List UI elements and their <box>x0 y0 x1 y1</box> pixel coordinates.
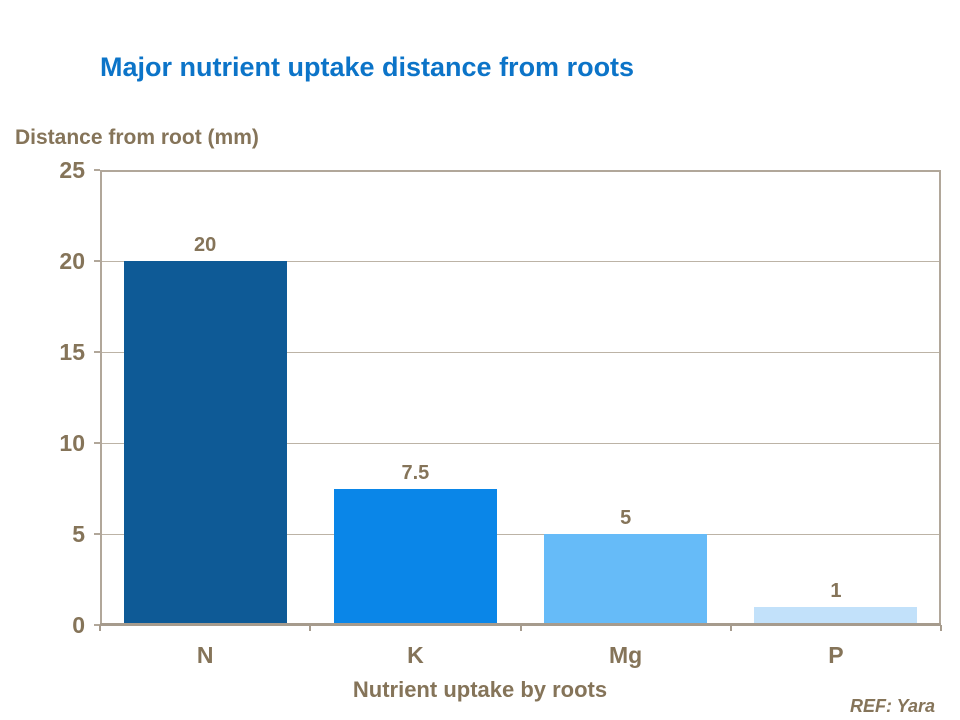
y-axis-title: Distance from root (mm) <box>15 126 259 149</box>
x-category-label: K <box>407 642 424 668</box>
x-category-label: Mg <box>609 642 643 668</box>
y-tick-label: 10 <box>59 430 85 456</box>
gridline <box>100 261 941 262</box>
y-tick-label: 20 <box>59 248 85 274</box>
x-axis-tick <box>519 625 522 631</box>
y-axis-tick <box>94 533 100 535</box>
plot-area: 20 7.5 5 1 <box>100 170 941 626</box>
bar-K <box>333 488 497 625</box>
gridline <box>100 443 941 444</box>
bar-Mg <box>544 534 708 625</box>
reference-note: REF: Yara <box>849 696 935 716</box>
plot-border-right <box>939 170 941 625</box>
x-axis-tick <box>729 625 732 631</box>
chart-title: Major nutrient uptake distance from root… <box>100 52 635 82</box>
y-tick-label: 0 <box>72 612 85 638</box>
y-tick-label: 25 <box>59 157 85 183</box>
bar-P <box>754 606 918 625</box>
y-axis-line <box>100 170 102 625</box>
x-axis-tick <box>940 625 942 631</box>
x-axis-tick <box>309 625 312 631</box>
bar-value-label: 1 <box>830 579 842 602</box>
y-axis-tick <box>94 169 100 171</box>
bar-value-label: 20 <box>194 234 217 256</box>
y-axis-tick <box>94 260 100 262</box>
y-axis-tick <box>94 624 100 626</box>
x-category-label: P <box>828 642 844 668</box>
plot-border-top <box>100 170 941 172</box>
bar-value-label: 7.5 <box>401 461 430 484</box>
x-axis-title: Nutrient uptake by roots <box>352 677 608 702</box>
x-axis-tick <box>99 625 101 631</box>
y-axis-tick <box>94 351 100 353</box>
bar-value-label: 5 <box>620 507 632 529</box>
y-axis-tick <box>94 442 100 444</box>
x-axis-line <box>100 623 941 626</box>
x-category-label: N <box>196 642 214 668</box>
gridline <box>100 534 941 535</box>
y-tick-label: 15 <box>59 339 85 365</box>
gridline <box>100 352 941 353</box>
bar-N <box>123 261 287 625</box>
y-tick-label: 5 <box>72 521 85 547</box>
